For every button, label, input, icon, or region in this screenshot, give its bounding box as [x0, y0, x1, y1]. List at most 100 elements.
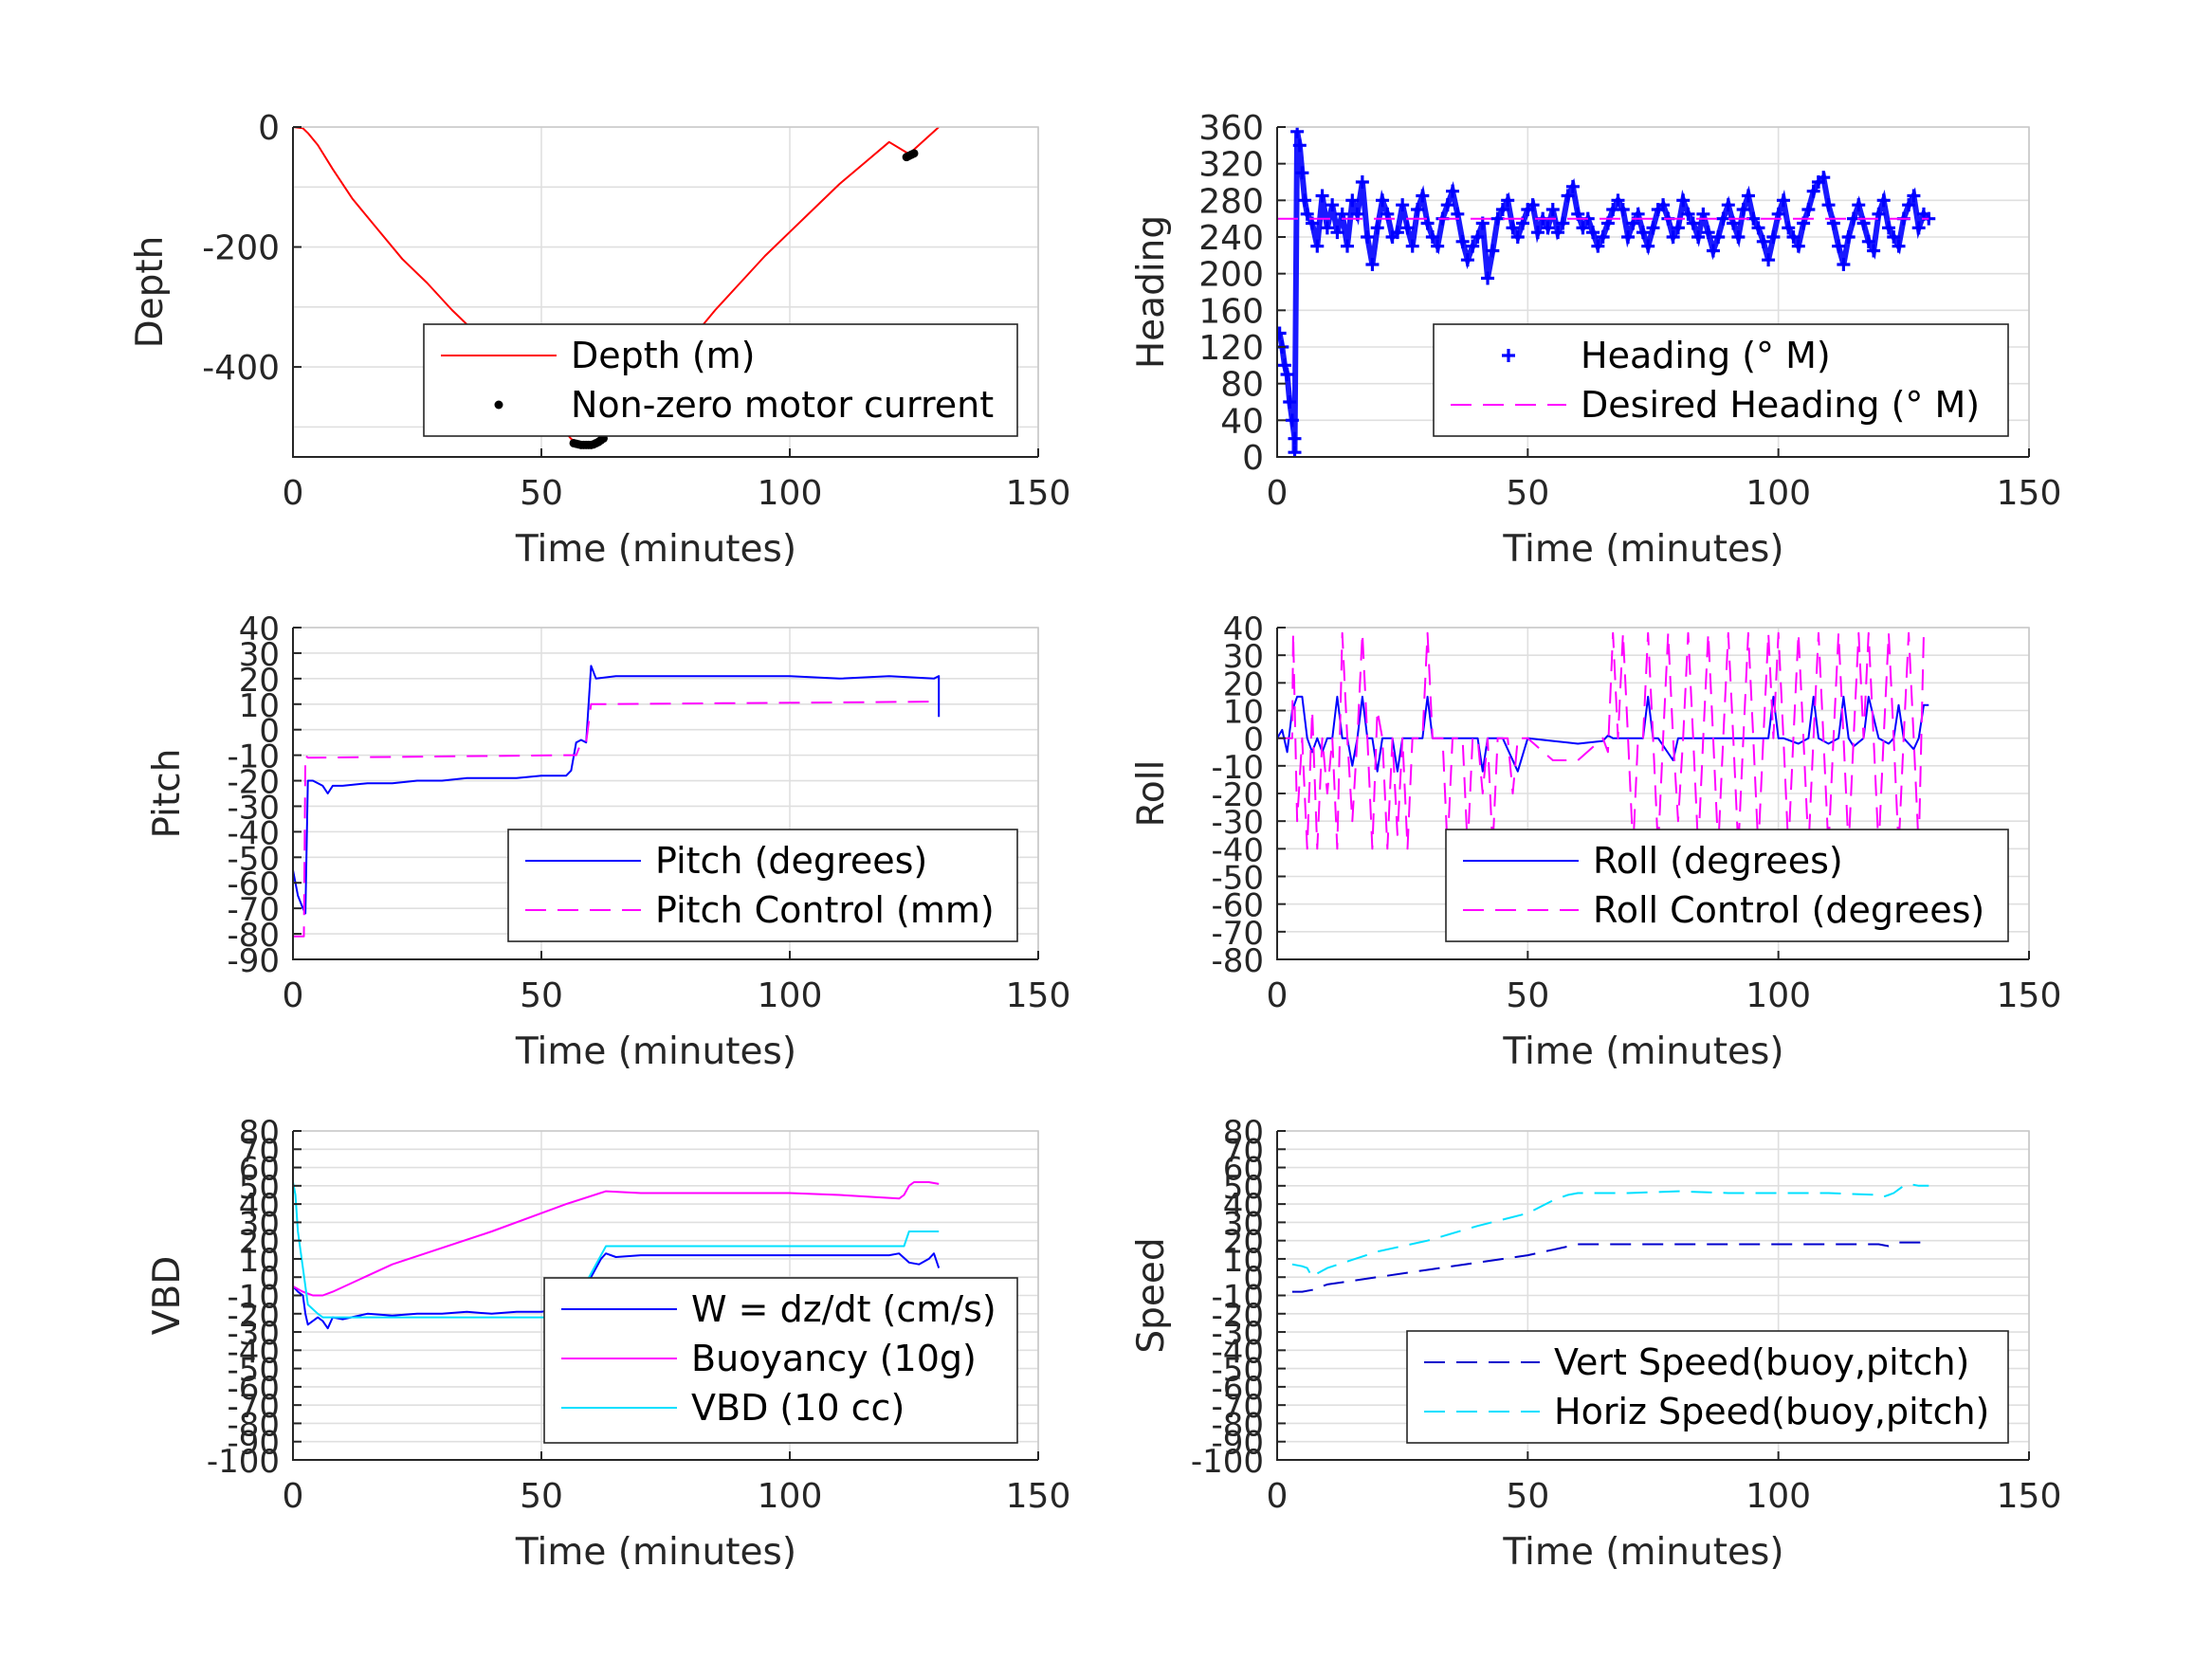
data-point: [1881, 221, 1895, 235]
legend-box: [423, 323, 1018, 437]
data-point: [1611, 193, 1625, 208]
data-point: [1776, 193, 1790, 208]
y-tick-label: -40: [227, 1333, 280, 1371]
y-axis-label: Speed: [1130, 1237, 1173, 1353]
y-tick-label: 50: [1223, 1169, 1264, 1207]
x-tick-label: 0: [1267, 1477, 1289, 1516]
y-tick-label: -20: [227, 1297, 280, 1335]
legend: Vert Speed(buoy,pitch) Horiz Speed(buoy,p…: [1406, 1330, 2009, 1444]
data-point: [1852, 198, 1866, 212]
data-point: [1466, 239, 1480, 253]
y-tick-label: 80: [1223, 1114, 1264, 1152]
data-point: [1691, 230, 1706, 244]
data-point: [1711, 230, 1726, 244]
axis-frame: [1277, 126, 2030, 457]
series-line: [1291, 1241, 1929, 1293]
y-tick-label: -60: [227, 1370, 280, 1408]
y-tick-label: 60: [239, 1151, 280, 1189]
data-point: [1295, 166, 1309, 180]
y-tick-label: 40: [239, 611, 280, 648]
y-tick-label: -90: [227, 942, 280, 980]
data-point: [1365, 258, 1380, 271]
data-point: [1315, 189, 1329, 203]
y-tick-label: -20: [1211, 776, 1264, 814]
data-point: [1376, 193, 1390, 208]
data-point: [1821, 198, 1836, 212]
data-point: [1411, 203, 1425, 216]
data-point: [1911, 221, 1926, 235]
y-tick-label: 200: [1198, 256, 1264, 295]
y-tick-label: -80: [227, 917, 280, 955]
data-point: [1861, 234, 1875, 248]
series-0: [293, 665, 941, 915]
series-1: [293, 1181, 940, 1297]
data-point: [1591, 239, 1605, 253]
data-point: [1361, 230, 1375, 244]
y-tick-label: -100: [207, 1443, 280, 1481]
y-tick-label: 30: [1223, 638, 1264, 676]
series-0: [1277, 695, 1929, 773]
y-tick-label: -400: [202, 349, 280, 388]
y-tick-label: 280: [1198, 182, 1264, 221]
y-tick-label: -90: [1211, 1425, 1264, 1463]
data-point: [1345, 193, 1360, 208]
data-point: [1731, 230, 1746, 244]
data-point: [1320, 221, 1334, 235]
vbd-plot: 0 50 100 15080706050403020100-10-20-30-40-5…: [146, 1114, 1070, 1574]
x-tick-label: 150: [1997, 976, 2062, 1015]
y-tick-label: 0: [258, 109, 280, 148]
data-point: [1280, 368, 1294, 381]
pitch-plot: 0 50 100 150403020100-10-20-30-40-50-60-70-…: [146, 611, 1070, 1073]
series-2: [293, 1181, 940, 1319]
data-point: [1701, 226, 1715, 240]
series-1: [1291, 1182, 1929, 1279]
data-point: [1766, 230, 1781, 244]
data-point: [1586, 226, 1600, 240]
data-point: [1506, 221, 1520, 235]
y-tick-label: 0: [259, 1260, 280, 1298]
x-tick-label: 150: [1997, 474, 2062, 513]
y-tick-label: 0: [1243, 721, 1264, 759]
legend-label: Horiz Speed(buoy,pitch): [1554, 1391, 1989, 1432]
legend-label: Vert Speed(buoy,pitch): [1554, 1341, 1969, 1383]
series-1: [569, 149, 919, 449]
data-point: [1325, 198, 1340, 212]
y-tick-label: 20: [239, 1224, 280, 1262]
y-axis-label: Pitch: [146, 749, 189, 839]
y-tick-label: 40: [1223, 1187, 1264, 1225]
y-tick-label: -40: [1211, 831, 1264, 869]
series-1: [1277, 631, 1929, 850]
data-point: [1841, 230, 1856, 244]
data-point: [1526, 198, 1540, 212]
y-tick-label: -40: [1211, 1333, 1264, 1371]
data-point: [1400, 221, 1415, 235]
y-tick-label: -80: [227, 1406, 280, 1444]
data-point: [1876, 193, 1891, 208]
data-point: [909, 149, 919, 158]
x-axis-label: Time (minutes): [515, 1030, 796, 1073]
data-point: [1686, 216, 1700, 230]
x-axis-label: Time (minutes): [1502, 1030, 1783, 1073]
x-tick-label: 150: [1006, 1477, 1071, 1516]
y-tick-label: -70: [1211, 1388, 1264, 1426]
y-tick-label: -70: [1211, 915, 1264, 953]
x-tick-label: 0: [283, 474, 304, 513]
y-tick-label: 30: [239, 1205, 280, 1243]
x-tick-label: 150: [1006, 474, 1071, 513]
legend-label: W = dz/dt (cm/s): [691, 1288, 996, 1330]
y-tick-label: 360: [1198, 109, 1264, 148]
series-line: [293, 701, 940, 938]
x-tick-label: 0: [1267, 474, 1289, 513]
x-axis-label: Time (minutes): [515, 1531, 796, 1574]
x-tick-label: 150: [1997, 1477, 2062, 1516]
data-point: [1556, 216, 1570, 230]
y-tick-label: -50: [227, 1352, 280, 1390]
series-line: [1277, 695, 1929, 773]
series-line: [293, 1181, 940, 1319]
data-point: [1641, 239, 1655, 253]
data-point: [1656, 198, 1671, 212]
data-point: [1782, 221, 1796, 235]
legend-label: VBD (10 cc): [691, 1387, 905, 1429]
y-tick-label: 70: [1223, 1132, 1264, 1170]
